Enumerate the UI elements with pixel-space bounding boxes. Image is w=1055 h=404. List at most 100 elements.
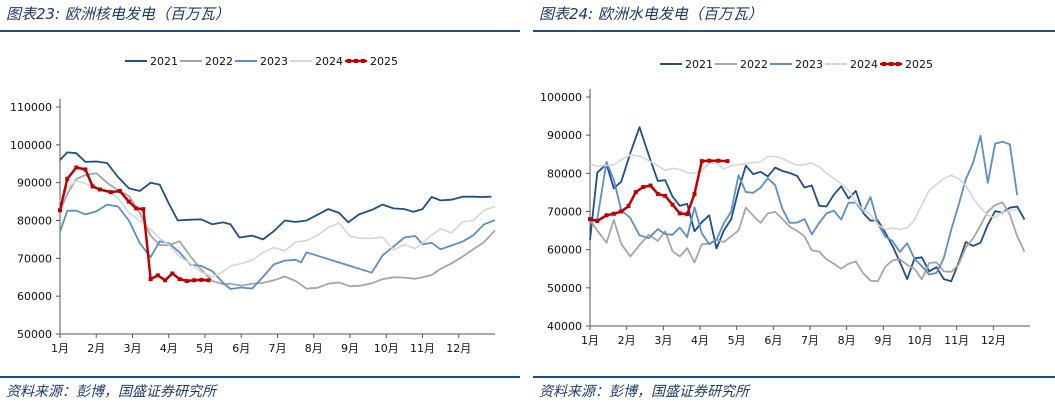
legend-marker-2025 bbox=[889, 62, 893, 66]
x-tick-label: 8月 bbox=[305, 342, 323, 355]
legend-marker-2025 bbox=[882, 62, 886, 66]
y-tick-label: 50000 bbox=[17, 328, 52, 341]
legend-label-2025: 2025 bbox=[905, 58, 933, 71]
data-point-2025 bbox=[108, 190, 113, 195]
data-point-2025 bbox=[155, 273, 160, 278]
data-point-2025 bbox=[641, 185, 646, 190]
data-point-2025 bbox=[170, 271, 175, 276]
data-point-2025 bbox=[206, 278, 211, 283]
x-tick-label: 9月 bbox=[341, 342, 359, 355]
data-point-2025 bbox=[595, 219, 600, 224]
data-point-2025 bbox=[655, 191, 660, 196]
series-line-2024 bbox=[589, 154, 1018, 231]
nuclear-chart: 2021 2022 2023 2024 2025 50000 60000 70000 80000… bbox=[10, 55, 496, 355]
legend-label-2022: 2022 bbox=[740, 58, 768, 71]
x-tick-label: 6月 bbox=[764, 334, 782, 347]
x-tick-label: 2月 bbox=[618, 334, 636, 347]
x-tick-label: 11月 bbox=[410, 342, 435, 355]
figure-panel-hydro: 图表24: 欧洲水电发电（百万瓦） 2021 2022 2023 2024 2025 40… bbox=[533, 0, 1055, 404]
data-point-2025 bbox=[58, 208, 62, 213]
series-line-2022 bbox=[59, 172, 496, 290]
data-point-2025 bbox=[725, 159, 730, 164]
y-tick-label: 60000 bbox=[17, 290, 52, 303]
series-line-2021 bbox=[589, 126, 1026, 283]
series-line-2022 bbox=[589, 201, 1026, 283]
legend-marker-2025 bbox=[896, 62, 900, 66]
data-point-2025 bbox=[685, 212, 690, 217]
x-tick-label: 10月 bbox=[908, 334, 933, 347]
legend-marker-2025 bbox=[354, 59, 358, 63]
data-point-2025 bbox=[65, 176, 70, 181]
x-tick-label: 5月 bbox=[196, 342, 214, 355]
data-point-2025 bbox=[604, 213, 609, 218]
data-point-2025 bbox=[83, 167, 88, 172]
data-point-2025 bbox=[177, 277, 182, 282]
figure-title: 图表24: 欧洲水电发电（百万瓦） bbox=[539, 5, 763, 23]
series-line-2023 bbox=[589, 135, 1019, 276]
legend-label-2022: 2022 bbox=[205, 55, 233, 68]
legend-label-2023: 2023 bbox=[795, 58, 823, 71]
data-point-2025 bbox=[707, 158, 712, 163]
x-tick-label: 7月 bbox=[801, 334, 819, 347]
y-tick-label: 100000 bbox=[10, 139, 52, 152]
data-point-2025 bbox=[716, 158, 721, 163]
legend-label-2025: 2025 bbox=[370, 55, 398, 68]
data-point-2025 bbox=[148, 277, 153, 282]
x-tick-label: 1月 bbox=[581, 334, 599, 347]
legend-marker-2025 bbox=[347, 59, 351, 63]
legend-label-2021: 2021 bbox=[150, 55, 178, 68]
data-point-2025 bbox=[619, 209, 624, 214]
hydro-chart: 2021 2022 2023 2024 2025 40000 50000 60000 70000… bbox=[540, 58, 1030, 347]
x-tick-label: 5月 bbox=[728, 334, 746, 347]
x-tick-label: 9月 bbox=[874, 334, 892, 347]
y-tick-label: 70000 bbox=[17, 252, 52, 265]
x-tick-label: 10月 bbox=[374, 342, 399, 355]
series-line-2021 bbox=[59, 151, 492, 241]
y-tick-label: 90000 bbox=[17, 177, 52, 190]
x-tick-label: 7月 bbox=[269, 342, 287, 355]
y-tick-label: 90000 bbox=[547, 129, 582, 142]
x-tick-label: 3月 bbox=[124, 342, 142, 355]
series-line-2024 bbox=[59, 180, 496, 278]
data-point-2025 bbox=[648, 183, 653, 188]
y-tick-label: 80000 bbox=[17, 215, 52, 228]
data-point-2025 bbox=[199, 277, 204, 282]
y-tick-label: 40000 bbox=[547, 320, 582, 333]
data-point-2025 bbox=[74, 165, 79, 170]
title-rule bbox=[533, 30, 1055, 32]
legend-label-2023: 2023 bbox=[260, 55, 288, 68]
data-point-2025 bbox=[134, 206, 139, 211]
data-point-2025 bbox=[97, 187, 102, 192]
data-point-2025 bbox=[192, 278, 197, 283]
series-line-2023 bbox=[59, 203, 496, 290]
data-point-2025 bbox=[588, 217, 592, 222]
data-point-2025 bbox=[611, 211, 616, 216]
data-point-2025 bbox=[117, 188, 122, 193]
y-tick-label: 70000 bbox=[547, 206, 582, 219]
y-tick-label: 80000 bbox=[547, 167, 582, 180]
data-point-2025 bbox=[126, 199, 131, 204]
data-point-2025 bbox=[184, 279, 189, 284]
data-point-2025 bbox=[163, 278, 168, 283]
data-point-2025 bbox=[663, 193, 668, 198]
x-tick-label: 8月 bbox=[838, 334, 856, 347]
title-rule bbox=[0, 30, 520, 32]
legend-label-2024: 2024 bbox=[315, 55, 343, 68]
data-point-2025 bbox=[626, 204, 631, 209]
source-rule bbox=[0, 376, 520, 378]
legend-label-2021: 2021 bbox=[685, 58, 713, 71]
y-tick-label: 110000 bbox=[10, 101, 52, 114]
x-tick-label: 12月 bbox=[446, 342, 471, 355]
y-tick-label: 100000 bbox=[540, 91, 582, 104]
source-note: 资料来源：彭博，国盛证券研究所 bbox=[6, 384, 216, 400]
legend-label-2024: 2024 bbox=[850, 58, 878, 71]
x-tick-label: 4月 bbox=[160, 342, 178, 355]
data-point-2025 bbox=[670, 202, 675, 207]
source-rule bbox=[533, 376, 1055, 378]
x-tick-label: 6月 bbox=[232, 342, 250, 355]
data-point-2025 bbox=[141, 207, 146, 212]
data-point-2025 bbox=[90, 184, 95, 189]
x-tick-label: 11月 bbox=[944, 334, 969, 347]
data-point-2025 bbox=[692, 191, 697, 196]
figure-title: 图表23: 欧洲核电发电（百万瓦） bbox=[6, 5, 230, 23]
